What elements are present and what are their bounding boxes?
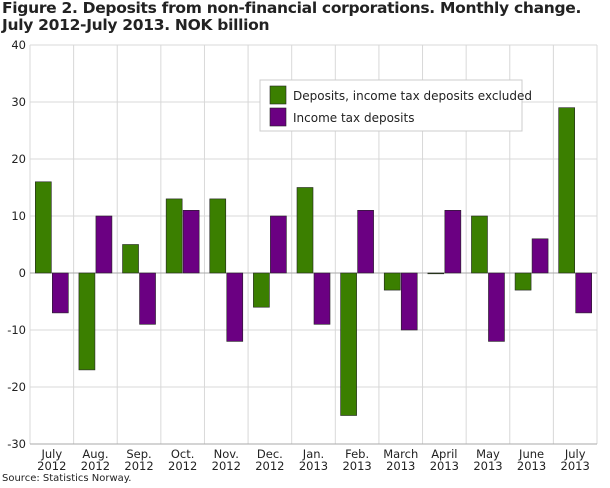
bar-income-tax	[357, 210, 374, 274]
y-tick-label: 30	[11, 95, 26, 109]
x-tick-label-month: Nov.	[214, 447, 239, 461]
y-tick-label: -10	[7, 323, 26, 337]
bar-income-tax	[95, 215, 113, 274]
x-tick-label-year: 2012	[255, 459, 284, 473]
y-tick-label: 20	[11, 152, 26, 166]
x-tick-label-year: 2012	[81, 459, 110, 473]
x-tick-label-year: 2012	[124, 459, 153, 473]
x-tick-label-year: 2012	[37, 459, 66, 473]
x-tick-label-month: Sep.	[126, 447, 151, 461]
bar-income-tax	[575, 272, 592, 314]
x-tick-label-month: Feb.	[345, 447, 369, 461]
bar-income-tax	[182, 210, 200, 274]
bar-deposits	[122, 244, 139, 274]
bar-deposits	[209, 198, 227, 274]
x-tick-label-month: Dec.	[257, 447, 283, 461]
bar-income-tax	[270, 215, 287, 274]
x-tick-label-month: June	[518, 447, 544, 461]
x-tick-label-month: July	[40, 447, 62, 461]
bar-deposits	[383, 272, 401, 291]
bar-income-tax	[400, 272, 418, 331]
x-tick-label-month: Aug.	[82, 447, 108, 461]
bar-deposits	[78, 272, 96, 371]
y-tick-label: 0	[19, 266, 26, 280]
bar-income-tax	[313, 272, 331, 325]
y-tick-label: 40	[11, 38, 26, 52]
bar-deposits	[558, 107, 575, 274]
x-tick-label-month: May	[476, 447, 500, 461]
x-tick-label-year: 2012	[212, 459, 241, 473]
bar-deposits	[514, 272, 532, 291]
y-tick-label: -30	[7, 437, 26, 451]
legend-swatch	[269, 85, 287, 105]
bar-income-tax	[226, 272, 244, 342]
bar-deposits	[253, 272, 270, 308]
x-tick-label-month: Jan.	[302, 447, 324, 461]
bar-income-tax	[444, 210, 462, 274]
x-tick-label-month: Oct.	[171, 447, 195, 461]
bar-deposits	[427, 272, 445, 275]
legend-label: Deposits, income tax deposits excluded	[293, 89, 532, 103]
legend-swatch	[269, 107, 287, 127]
legend-box	[259, 79, 523, 132]
chart-title: Figure 2. Deposits from non-financial co…	[2, 0, 582, 34]
legend-label: Income tax deposits	[293, 111, 414, 125]
x-tick-label-year: 2012	[168, 459, 197, 473]
x-tick-label-month: April	[431, 447, 457, 461]
x-tick-label-month: March	[383, 447, 418, 461]
bar-income-tax	[531, 238, 549, 274]
x-tick-label-year: 2013	[517, 459, 546, 473]
bar-deposits	[296, 187, 314, 274]
bar-income-tax	[139, 272, 156, 325]
bar-deposits	[35, 181, 52, 274]
x-tick-label-year: 2013	[299, 459, 328, 473]
bar-deposits	[165, 198, 183, 274]
x-tick-label-month: July	[564, 447, 586, 461]
bar-deposits	[471, 215, 488, 274]
x-tick-label-year: 2013	[473, 459, 502, 473]
bar-deposits	[340, 272, 357, 416]
x-tick-label-year: 2013	[430, 459, 459, 473]
x-tick-label-year: 2013	[342, 459, 371, 473]
source-note: Source: Statistics Norway.	[2, 473, 132, 484]
y-tick-label: -20	[7, 380, 26, 394]
x-tick-label-year: 2013	[386, 459, 415, 473]
bar-income-tax	[52, 272, 69, 314]
bar-income-tax	[488, 272, 505, 342]
y-tick-label: 10	[11, 209, 26, 223]
x-tick-label-year: 2013	[561, 459, 590, 473]
